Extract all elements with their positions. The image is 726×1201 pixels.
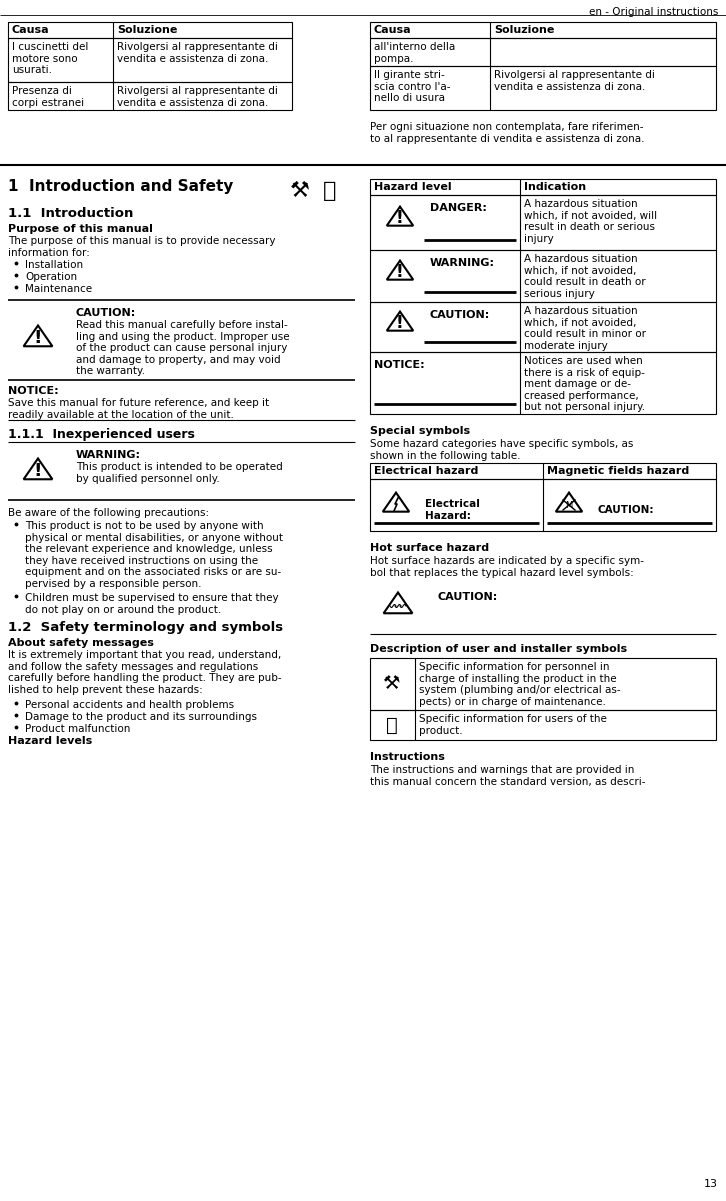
Text: Maintenance: Maintenance xyxy=(25,283,92,294)
Text: Read this manual carefully before instal-
ling and using the product. Improper u: Read this manual carefully before instal… xyxy=(76,319,290,376)
Text: Magnetic fields hazard: Magnetic fields hazard xyxy=(547,466,689,476)
Text: Special symbols: Special symbols xyxy=(370,426,470,436)
Text: Product malfunction: Product malfunction xyxy=(25,724,131,734)
Text: CAUTION:: CAUTION: xyxy=(438,592,498,602)
Text: Rivolgersi al rappresentante di
vendita e assistenza di zona.: Rivolgersi al rappresentante di vendita … xyxy=(117,86,278,108)
Text: CAUTION:: CAUTION: xyxy=(76,307,136,318)
Text: Save this manual for future reference, and keep it
readily available at the loca: Save this manual for future reference, a… xyxy=(8,398,269,419)
Text: A hazardous situation
which, if not avoided,
could result in minor or
moderate i: A hazardous situation which, if not avoi… xyxy=(524,306,646,351)
Bar xyxy=(370,195,716,250)
Text: CAUTION:: CAUTION: xyxy=(430,310,490,319)
Text: Personal accidents and health problems: Personal accidents and health problems xyxy=(25,700,234,710)
Text: Electrical hazard: Electrical hazard xyxy=(374,466,478,476)
Text: Some hazard categories have specific symbols, as
shown in the following table.: Some hazard categories have specific sym… xyxy=(370,440,633,461)
Bar xyxy=(370,464,716,479)
Text: A hazardous situation
which, if not avoided, will
result in death or serious
inj: A hazardous situation which, if not avoi… xyxy=(524,199,657,244)
Text: NOTICE:: NOTICE: xyxy=(8,386,59,396)
Text: DANGER:: DANGER: xyxy=(430,203,487,213)
Text: 1.2  Safety terminology and symbols: 1.2 Safety terminology and symbols xyxy=(8,621,283,634)
Text: Specific information for users of the
product.: Specific information for users of the pr… xyxy=(419,715,607,735)
Text: Hot surface hazards are indicated by a specific sym-
bol that replaces the typic: Hot surface hazards are indicated by a s… xyxy=(370,556,644,578)
Text: About safety messages: About safety messages xyxy=(8,638,154,649)
Text: ⚒: ⚒ xyxy=(290,181,310,201)
Bar xyxy=(8,82,292,110)
Text: Soluzione: Soluzione xyxy=(117,25,177,35)
Text: Electrical
Hazard:: Electrical Hazard: xyxy=(425,498,480,520)
Text: Causa: Causa xyxy=(12,25,49,35)
Text: WARNING:: WARNING: xyxy=(430,258,495,268)
Text: WARNING:: WARNING: xyxy=(76,450,141,460)
Text: Causa: Causa xyxy=(374,25,412,35)
Text: !: ! xyxy=(396,263,404,281)
Text: ⚒: ⚒ xyxy=(383,675,401,693)
Text: Hazard levels: Hazard levels xyxy=(8,736,92,746)
Text: 🚶: 🚶 xyxy=(323,181,337,201)
Bar xyxy=(370,22,716,38)
Text: I cuscinetti del
motore sono
usurati.: I cuscinetti del motore sono usurati. xyxy=(12,42,89,76)
Text: !: ! xyxy=(396,209,404,227)
Text: This product is intended to be operated
by qualified personnel only.: This product is intended to be operated … xyxy=(76,462,282,484)
Text: Be aware of the following precautions:: Be aware of the following precautions: xyxy=(8,508,209,518)
Text: Il girante stri-
scia contro l'a-
nello di usura: Il girante stri- scia contro l'a- nello … xyxy=(374,70,451,103)
Text: Per ogni situazione non contemplata, fare riferimen-
to al rappresentante di ven: Per ogni situazione non contemplata, far… xyxy=(370,123,645,144)
Text: 1.1.1  Inexperienced users: 1.1.1 Inexperienced users xyxy=(8,428,195,441)
Text: Description of user and installer symbols: Description of user and installer symbol… xyxy=(370,644,627,655)
Text: Instructions: Instructions xyxy=(370,752,445,761)
Bar xyxy=(370,179,716,195)
Bar xyxy=(370,301,716,352)
Text: Rivolgersi al rappresentante di
vendita e assistenza di zona.: Rivolgersi al rappresentante di vendita … xyxy=(117,42,278,64)
Text: 🚶: 🚶 xyxy=(386,716,398,735)
Text: Soluzione: Soluzione xyxy=(494,25,555,35)
Text: Notices are used when
there is a risk of equip-
ment damage or de-
creased perfo: Notices are used when there is a risk of… xyxy=(524,355,645,412)
Bar xyxy=(370,250,716,301)
Text: Indication: Indication xyxy=(524,183,586,192)
Text: !: ! xyxy=(33,462,42,480)
Text: This product is not to be used by anyone with
physical or mental disabilities, o: This product is not to be used by anyone… xyxy=(25,521,283,588)
Text: !: ! xyxy=(33,329,42,347)
Bar xyxy=(370,66,716,110)
Text: all'interno della
pompa.: all'interno della pompa. xyxy=(374,42,455,64)
Text: Operation: Operation xyxy=(25,271,77,282)
Text: It is extremely important that you read, understand,
and follow the safety messa: It is extremely important that you read,… xyxy=(8,650,282,695)
Bar xyxy=(8,38,292,82)
Bar xyxy=(8,22,292,38)
Text: !: ! xyxy=(396,313,404,331)
Text: Presenza di
corpi estranei: Presenza di corpi estranei xyxy=(12,86,84,108)
Text: Installation: Installation xyxy=(25,259,83,270)
Bar xyxy=(370,710,716,740)
Text: Hazard level: Hazard level xyxy=(374,183,452,192)
Text: M: M xyxy=(566,501,573,509)
Bar xyxy=(370,658,716,710)
Bar xyxy=(370,479,716,531)
Text: 13: 13 xyxy=(704,1179,718,1189)
Text: Damage to the product and its surroundings: Damage to the product and its surroundin… xyxy=(25,712,257,722)
Text: 1.1  Introduction: 1.1 Introduction xyxy=(8,207,134,220)
Text: Purpose of this manual: Purpose of this manual xyxy=(8,225,153,234)
Text: Rivolgersi al rappresentante di
vendita e assistenza di zona.: Rivolgersi al rappresentante di vendita … xyxy=(494,70,655,91)
Text: Children must be supervised to ensure that they
do not play on or around the pro: Children must be supervised to ensure th… xyxy=(25,593,279,615)
Text: Hot surface hazard: Hot surface hazard xyxy=(370,543,489,552)
Text: 1  Introduction and Safety: 1 Introduction and Safety xyxy=(8,179,233,195)
Bar xyxy=(370,38,716,66)
Text: The instructions and warnings that are provided in
this manual concern the stand: The instructions and warnings that are p… xyxy=(370,765,645,787)
Bar xyxy=(370,352,716,414)
Text: CAUTION:: CAUTION: xyxy=(598,504,655,515)
Text: NOTICE:: NOTICE: xyxy=(374,360,425,370)
Text: en - Original instructions: en - Original instructions xyxy=(589,7,718,17)
Text: Specific information for personnel in
charge of installing the product in the
sy: Specific information for personnel in ch… xyxy=(419,662,621,707)
Text: A hazardous situation
which, if not avoided,
could result in death or
serious in: A hazardous situation which, if not avoi… xyxy=(524,253,645,299)
Text: The purpose of this manual is to provide necessary
information for:: The purpose of this manual is to provide… xyxy=(8,237,275,257)
